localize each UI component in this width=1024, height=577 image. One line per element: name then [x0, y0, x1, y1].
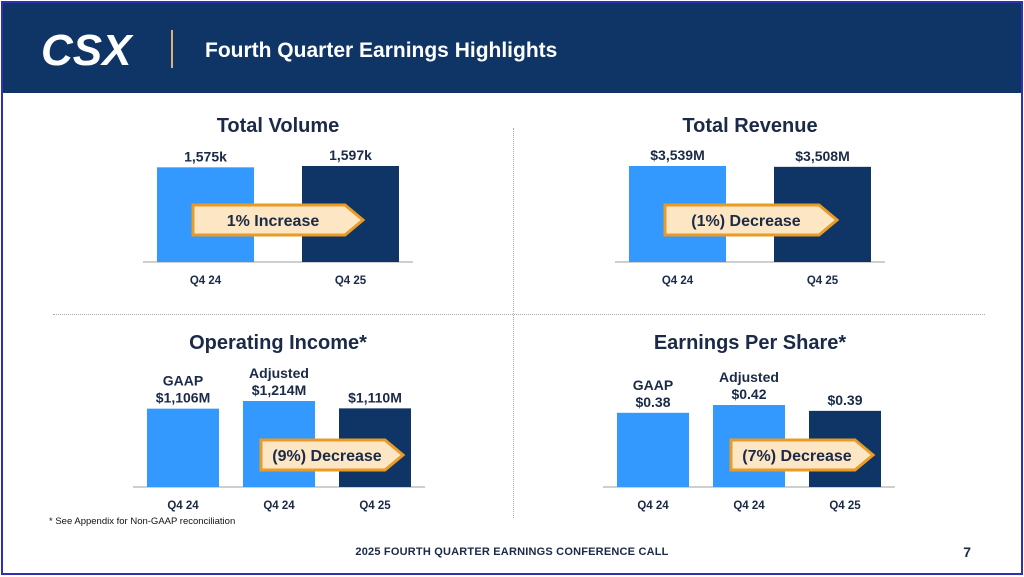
header-divider	[171, 30, 173, 68]
data-label: 1,575k	[184, 148, 227, 164]
data-label: $1,214M	[252, 382, 306, 398]
data-label: $0.42	[731, 386, 766, 402]
chart-title: Earnings Per Share*	[653, 332, 847, 354]
panel-operating-income: Operating Income* $1,106M GAAP Q4 24 $1,214…	[123, 328, 433, 518]
chart-title: Total Revenue	[682, 115, 818, 137]
change-label: (1%) Decrease	[691, 213, 801, 230]
category-label: Q4 25	[807, 275, 839, 287]
series-label: GAAP	[633, 377, 673, 393]
change-label: (7%) Decrease	[742, 448, 852, 465]
bar	[147, 408, 219, 487]
data-label: $0.38	[635, 394, 670, 410]
logo-text: CSX	[41, 27, 134, 71]
page-number: 7	[963, 544, 971, 560]
panel-total-revenue: Total Revenue $3,539M Q4 24 $3,508M Q4 25 (1…	[595, 111, 905, 291]
footnote: * See Appendix for Non-GAAP reconciliati…	[49, 516, 236, 527]
series-label: Adjusted	[249, 365, 309, 381]
change-label: (9%) Decrease	[272, 448, 382, 465]
data-label: 1,597k	[329, 147, 372, 163]
page-title: Fourth Quarter Earnings Highlights	[205, 39, 558, 62]
category-label: Q4 24	[662, 275, 694, 287]
category-label: Q4 25	[335, 275, 367, 287]
category-label: Q4 24	[733, 500, 765, 512]
category-label: Q4 25	[359, 500, 391, 512]
csx-logo: CSX	[41, 27, 134, 71]
data-label: $1,110M	[348, 389, 402, 405]
chart-title: Operating Income*	[189, 332, 367, 354]
data-label: $3,508M	[795, 148, 849, 164]
series-label: Adjusted	[719, 369, 779, 385]
total-revenue-chart: $3,539M Q4 24 $3,508M Q4 25 (1%) Decrease	[615, 147, 885, 287]
total-volume-chart: 1,575k Q4 24 1,597k Q4 25 1% Increase	[143, 147, 413, 287]
category-label: Q4 24	[167, 500, 199, 512]
panel-total-volume: Total Volume 1,575k Q4 24 1,597k Q4 25 1% In…	[123, 111, 433, 291]
category-label: Q4 24	[263, 500, 295, 512]
bar	[617, 412, 689, 487]
chart-title: Total Volume	[216, 115, 340, 137]
change-arrow	[259, 438, 406, 472]
category-label: Q4 24	[190, 275, 222, 287]
header-bar: CSX Fourth Quarter Earnings Highlights	[3, 3, 1021, 93]
series-label: GAAP	[163, 373, 203, 389]
change-arrow	[663, 203, 840, 237]
change-label: 1% Increase	[227, 213, 320, 230]
change-arrow	[729, 438, 876, 472]
horizontal-separator	[53, 314, 985, 315]
footer-text: 2025 FOURTH QUARTER EARNINGS CONFERENCE …	[355, 546, 669, 558]
vertical-separator	[513, 128, 514, 518]
change-arrow	[191, 203, 366, 237]
data-label: $0.39	[827, 392, 862, 408]
category-label: Q4 24	[637, 500, 669, 512]
data-label: $1,106M	[156, 390, 210, 406]
data-label: $3,539M	[650, 147, 704, 163]
category-label: Q4 25	[829, 500, 861, 512]
panel-earnings-per-share: Earnings Per Share* $0.38 GAAP Q4 24 $0.42 A…	[595, 328, 905, 518]
